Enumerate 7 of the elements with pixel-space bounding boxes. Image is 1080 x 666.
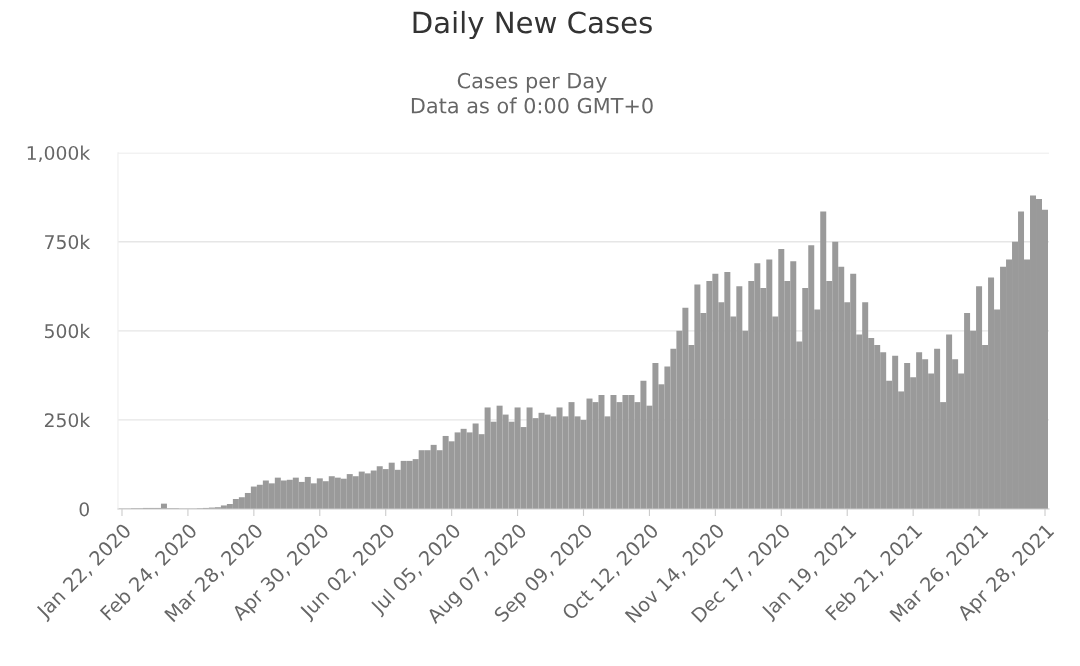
- y-tick-label: 0: [79, 502, 89, 517]
- chart-subtitle: Cases per Day Data as of 0:00 GMT+0: [411, 72, 653, 114]
- y-tick-label: 1,000k: [27, 145, 91, 162]
- y-tick-label: 750k: [45, 234, 91, 250]
- y-tick-label: 500k: [45, 323, 91, 339]
- chart-title: Daily New Cases: [413, 10, 652, 40]
- y-tick-label: 250k: [44, 412, 91, 428]
